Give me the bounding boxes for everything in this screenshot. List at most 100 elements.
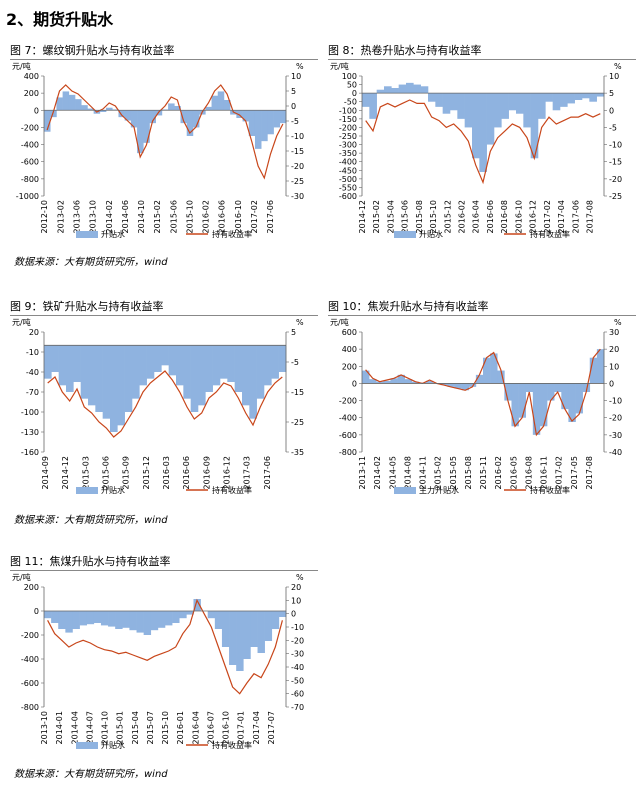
bar xyxy=(376,89,385,94)
bar xyxy=(161,109,169,111)
bar xyxy=(179,611,187,619)
bar xyxy=(229,611,237,665)
x-tick-label: 2016-02 xyxy=(202,200,211,233)
bar xyxy=(58,345,67,386)
bar xyxy=(106,107,113,111)
bar xyxy=(552,93,561,111)
bar xyxy=(150,611,159,631)
y-tick-label-right: -25 xyxy=(291,418,304,427)
bar xyxy=(264,345,272,386)
bar xyxy=(62,91,70,111)
bar xyxy=(250,611,258,647)
x-tick-label: 2017-06 xyxy=(571,200,580,233)
bar xyxy=(539,383,548,427)
bar xyxy=(254,110,262,149)
x-tick-label: 2015-01 xyxy=(116,711,125,744)
y-tick-label-right: 10 xyxy=(609,72,619,81)
bar xyxy=(261,110,268,142)
y-tick-label-left: -800 xyxy=(339,448,357,457)
y-tick-label-left: -400 xyxy=(339,158,357,167)
x-tick-label: 2014-09 xyxy=(41,456,50,489)
legend-label: 主力升贴水 xyxy=(419,485,459,495)
legend-swatch-bar xyxy=(76,487,98,494)
bar xyxy=(472,93,480,159)
chart-svg: 元/吨 % 200 0 -200 -400 -600 -800 20 10 0 -10 -20 -30 -4… xyxy=(12,572,304,750)
bar xyxy=(112,109,119,111)
line-series xyxy=(47,598,283,695)
bar xyxy=(66,345,74,392)
y-tick-label-left: 200 xyxy=(24,583,39,592)
bar xyxy=(384,86,392,94)
x-tick-label: 2014-07 xyxy=(85,711,94,744)
bar xyxy=(236,110,243,118)
x-tick-label: 2014-10 xyxy=(101,711,110,744)
y-tick-label-left: -450 xyxy=(339,166,357,175)
y-tick-label-right: -30 xyxy=(609,431,622,440)
bar xyxy=(122,611,130,628)
y-tick-label-right: -15 xyxy=(291,388,304,397)
bar xyxy=(567,93,575,104)
bar xyxy=(575,383,583,414)
y-tick-label-right: -25 xyxy=(609,192,622,201)
bar xyxy=(525,383,534,392)
x-tick-label: 2015-07 xyxy=(146,711,155,744)
bar xyxy=(256,345,265,399)
bar xyxy=(56,97,63,111)
y-axis-left-label: 元/吨 xyxy=(330,317,349,327)
bar xyxy=(242,345,250,406)
y-axis-left-label: 元/吨 xyxy=(12,317,31,327)
x-tick-label: 2017-03 xyxy=(243,456,252,489)
y-tick-label-right: -60 xyxy=(291,690,304,699)
y-tick-label-right: -70 xyxy=(291,703,304,712)
bar xyxy=(154,345,162,372)
y-tick-label-left: -50 xyxy=(344,98,357,107)
y-tick-label-left: 0 xyxy=(352,89,357,98)
chart-svg: 元/吨 %100500-50-100-150-200-250-300-350-40… xyxy=(330,61,622,239)
bar xyxy=(168,103,175,111)
bar xyxy=(51,611,59,623)
bar xyxy=(554,383,562,392)
bar xyxy=(80,345,89,399)
bar xyxy=(411,381,420,384)
x-tick-label: 2016-04 xyxy=(191,711,200,744)
y-tick-label-right: -15 xyxy=(291,147,304,156)
bar xyxy=(88,345,96,406)
bar xyxy=(278,345,287,372)
bar xyxy=(362,93,370,107)
y-tick-label-left: -250 xyxy=(339,132,357,141)
bar xyxy=(137,110,144,154)
x-tick-label: 2017-06 xyxy=(263,456,272,489)
bar xyxy=(143,110,150,143)
bar xyxy=(93,611,102,623)
bar xyxy=(428,93,436,102)
bar xyxy=(511,383,519,427)
bar xyxy=(118,110,125,118)
x-tick-label: 2016-03 xyxy=(162,456,171,489)
bar xyxy=(457,93,465,119)
x-tick-label: 2014-02 xyxy=(373,456,382,489)
bar xyxy=(99,110,107,112)
bar xyxy=(249,345,257,419)
bar xyxy=(157,611,166,628)
x-tick-label: 2016-10 xyxy=(234,200,243,233)
bar xyxy=(124,345,133,412)
bar xyxy=(413,84,421,94)
bar xyxy=(582,93,590,99)
chart-svg: 元/吨 % 400 200 0 -200 -400 -600 -800 -1000 10 5 0 -5 -1… xyxy=(12,61,304,239)
y-tick-label-right: 0 xyxy=(609,106,614,115)
legend-label: 持有收益率 xyxy=(530,229,570,239)
bar xyxy=(44,110,51,132)
y-tick-label-right: 0 xyxy=(291,102,296,111)
bar xyxy=(530,93,539,159)
bar xyxy=(561,383,569,410)
bar xyxy=(212,345,221,386)
legend-label: 持有收益率 xyxy=(212,485,252,495)
y-tick-label-right: 20 xyxy=(291,583,301,592)
bar xyxy=(139,345,147,386)
bar xyxy=(376,381,384,384)
x-tick-label: 2015-02 xyxy=(372,200,381,233)
x-tick-label: 2015-06 xyxy=(102,456,111,489)
bar xyxy=(257,611,265,653)
bar xyxy=(221,611,230,647)
chart-svg: 元/吨 % 20 -10 -40 -70 -100 -130 -160 5 -5 -15 -25 -35 2… xyxy=(12,317,304,495)
